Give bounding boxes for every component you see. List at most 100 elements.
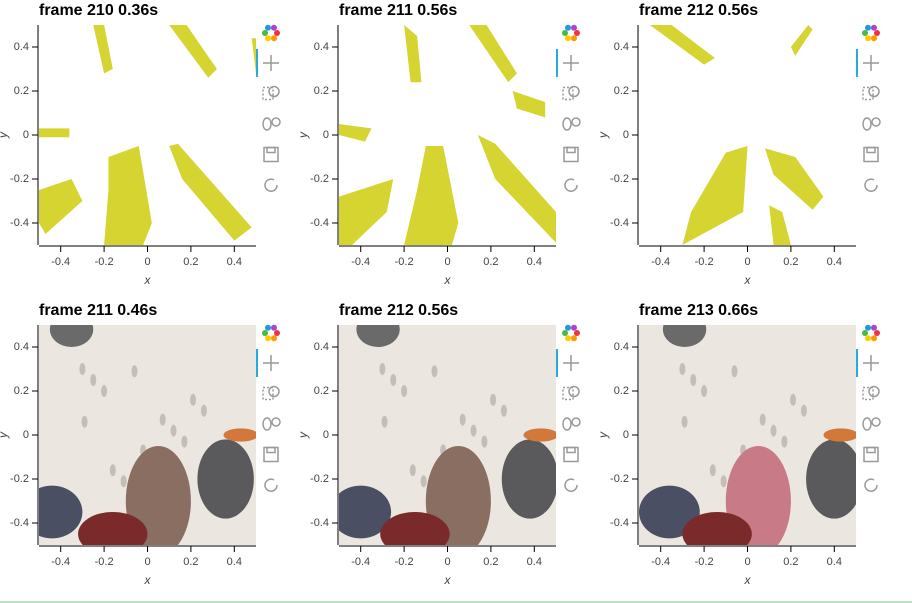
y-tick-label: 0.4 bbox=[614, 341, 629, 353]
figure-blob bbox=[639, 485, 700, 539]
shadow bbox=[131, 365, 138, 378]
save-tool[interactable] bbox=[263, 446, 279, 463]
reset-tool[interactable] bbox=[264, 178, 278, 192]
save-tool[interactable] bbox=[863, 146, 879, 163]
figure-blob bbox=[125, 446, 191, 545]
y-tick-label: -0.4 bbox=[10, 217, 29, 229]
y-tick-label: 0 bbox=[323, 429, 329, 441]
x-tick-label: 0.2 bbox=[783, 256, 798, 268]
active-indicator bbox=[856, 49, 858, 77]
mask-region bbox=[404, 146, 459, 245]
save-tool[interactable] bbox=[563, 446, 579, 463]
logo-dot bbox=[562, 30, 568, 37]
shadow bbox=[690, 374, 697, 386]
y-tick-label: -0.2 bbox=[610, 473, 629, 485]
save-tool[interactable] bbox=[263, 146, 279, 163]
logo-dot bbox=[564, 324, 571, 331]
box-zoom-tool[interactable] bbox=[862, 85, 880, 101]
icon bbox=[562, 117, 572, 131]
wheel-zoom-tool[interactable] bbox=[562, 117, 581, 131]
shadow bbox=[109, 464, 116, 477]
pan-tool[interactable] bbox=[563, 355, 579, 371]
wheel-zoom-tool[interactable] bbox=[562, 417, 581, 431]
logo-dot bbox=[570, 24, 577, 31]
mask-region bbox=[404, 25, 422, 83]
shadow bbox=[500, 404, 507, 417]
reset-tool[interactable] bbox=[864, 178, 878, 192]
box-zoom-tool[interactable] bbox=[562, 85, 580, 101]
pan-tool[interactable] bbox=[263, 355, 279, 371]
shadow bbox=[420, 475, 427, 488]
image-bg bbox=[639, 25, 856, 245]
shadow bbox=[681, 415, 688, 428]
mask-region bbox=[512, 91, 546, 118]
y-tick-label: -0.4 bbox=[610, 517, 629, 529]
mask-region bbox=[39, 128, 70, 138]
shadow bbox=[409, 464, 416, 477]
toolbar bbox=[256, 324, 281, 492]
y-tick-label: 0 bbox=[623, 129, 629, 141]
logo-dot bbox=[570, 324, 577, 331]
shadow bbox=[170, 424, 177, 437]
wheel-zoom-tool[interactable] bbox=[262, 117, 281, 131]
logo-dot bbox=[871, 35, 878, 42]
image bbox=[639, 325, 856, 545]
pan-tool[interactable] bbox=[863, 55, 879, 71]
reset-tool[interactable] bbox=[564, 478, 578, 492]
logo-dot bbox=[865, 35, 872, 42]
box-zoom-tool[interactable] bbox=[862, 385, 880, 401]
y-tick-label: -0.4 bbox=[10, 517, 29, 529]
icon bbox=[262, 86, 274, 101]
x-tick-label: -0.4 bbox=[51, 256, 70, 268]
save-tool[interactable] bbox=[863, 446, 879, 463]
toolbar bbox=[556, 24, 581, 192]
reset-tool[interactable] bbox=[564, 178, 578, 192]
logo-dot bbox=[571, 35, 578, 42]
pan-tool[interactable] bbox=[263, 55, 279, 71]
shadow bbox=[90, 374, 97, 386]
reset-tool[interactable] bbox=[264, 478, 278, 492]
figure-blob bbox=[356, 325, 400, 347]
icon bbox=[568, 385, 580, 398]
x-tick-label: -0.2 bbox=[695, 256, 714, 268]
figure-blob bbox=[682, 512, 752, 545]
mask-region bbox=[169, 25, 217, 78]
shadow bbox=[679, 363, 686, 375]
pan-tool[interactable] bbox=[563, 55, 579, 71]
x-tick-label: 0.2 bbox=[483, 556, 498, 568]
mask-region bbox=[477, 135, 556, 243]
save-tool[interactable] bbox=[563, 146, 579, 163]
box-zoom-tool[interactable] bbox=[262, 385, 280, 401]
reset-tool[interactable] bbox=[864, 478, 878, 492]
logo-dot bbox=[271, 335, 278, 342]
x-axis-label: x bbox=[744, 273, 752, 287]
figure-blob bbox=[197, 439, 254, 519]
logo-dot bbox=[874, 30, 880, 36]
logo-dot bbox=[571, 335, 578, 342]
box-zoom-tool[interactable] bbox=[562, 385, 580, 401]
x-tick-label: -0.2 bbox=[395, 556, 414, 568]
y-tick-label: 0.2 bbox=[14, 385, 29, 397]
figure-blob bbox=[39, 485, 83, 539]
mask-region bbox=[769, 205, 791, 245]
icon bbox=[271, 417, 281, 427]
shadow bbox=[709, 464, 716, 477]
box-zoom-tool[interactable] bbox=[262, 85, 280, 101]
mask-region bbox=[39, 179, 83, 234]
shadow bbox=[379, 363, 386, 375]
icon bbox=[262, 386, 274, 401]
pan-tool[interactable] bbox=[863, 355, 879, 371]
icon bbox=[262, 117, 272, 131]
mask-region bbox=[93, 25, 113, 74]
wheel-zoom-tool[interactable] bbox=[862, 117, 881, 131]
toolbar bbox=[556, 324, 581, 492]
wheel-zoom-tool[interactable] bbox=[262, 417, 281, 431]
wheel-zoom-tool[interactable] bbox=[862, 417, 881, 431]
logo-dot bbox=[274, 330, 280, 336]
logo-dot bbox=[871, 335, 878, 342]
logo-dot bbox=[270, 324, 277, 331]
x-tick-label: 0 bbox=[744, 556, 750, 568]
active-indicator bbox=[556, 49, 558, 77]
